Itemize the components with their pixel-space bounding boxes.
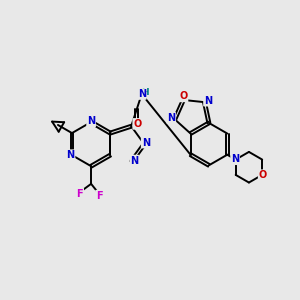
Text: O: O: [179, 92, 188, 101]
Text: N: N: [67, 150, 75, 160]
Text: O: O: [133, 119, 141, 129]
Text: N: N: [204, 96, 212, 106]
Text: O: O: [259, 170, 267, 180]
Text: N: N: [87, 116, 95, 126]
Text: F: F: [96, 190, 103, 201]
Text: N: N: [142, 138, 150, 148]
Text: N: N: [130, 155, 138, 166]
Text: N: N: [167, 113, 175, 123]
Text: F: F: [76, 189, 83, 199]
Text: N: N: [231, 154, 239, 164]
Text: N: N: [138, 89, 146, 99]
Text: H: H: [141, 88, 149, 97]
